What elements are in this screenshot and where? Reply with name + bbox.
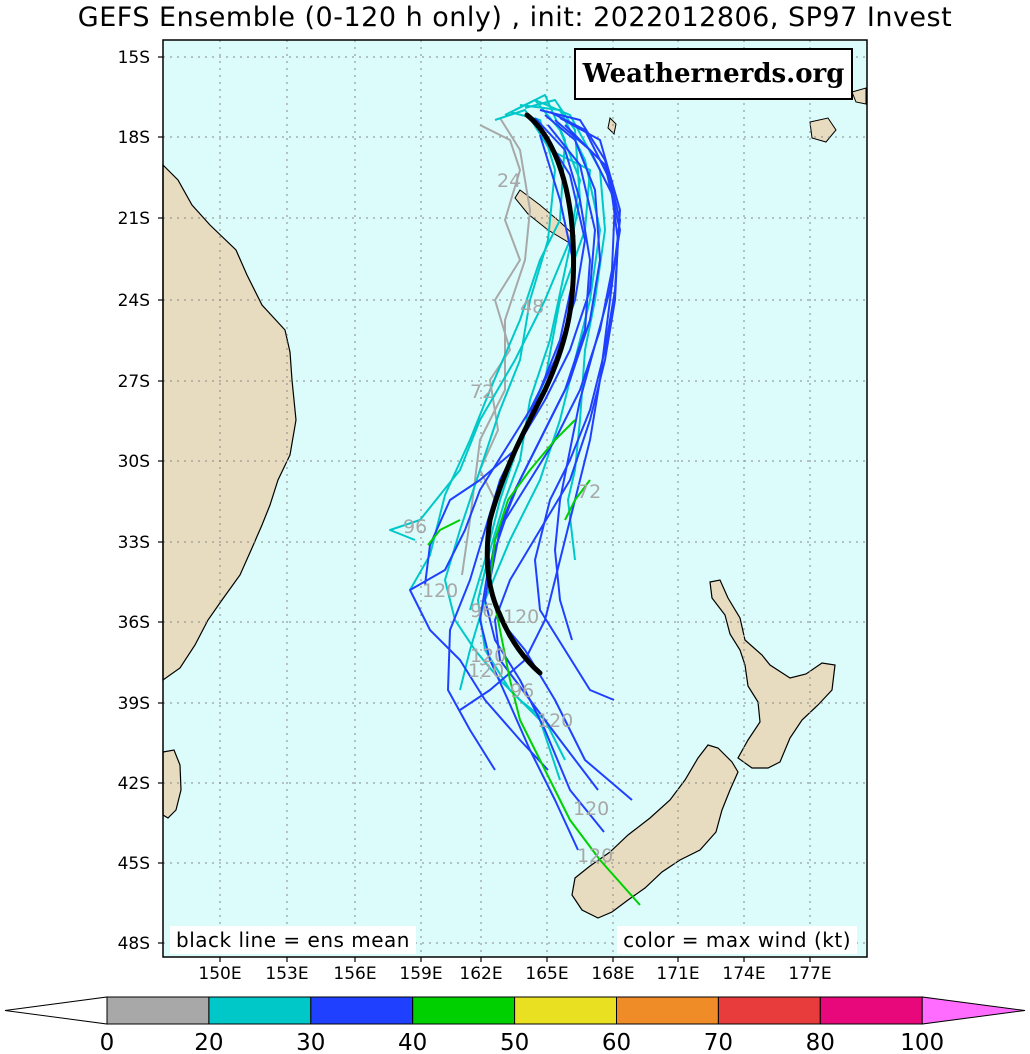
track-hour-label: 120 [577, 845, 613, 867]
colorbar-tick-label: 0 [100, 1030, 115, 1054]
lat-lon-grid [163, 40, 867, 957]
map-title: GEFS Ensemble (0-120 h only) , init: 202… [77, 2, 953, 33]
lon-label: 156E [333, 964, 376, 984]
lat-label: 24S [118, 291, 150, 311]
colorbar-swatch [208, 996, 312, 1025]
latitude-labels: 15S 18S 21S 24S 27S 30S 33S 36S 39S 42S 45S 48S [118, 48, 163, 954]
ensemble-member-track [534, 117, 621, 701]
colorbar-swatch [616, 996, 719, 1025]
colorbar-low-arrow [4, 996, 108, 1025]
track-hour-label: 120 [573, 798, 609, 820]
ensemble-member-track [479, 124, 521, 501]
ensemble-mean-track [484, 112, 577, 676]
lat-label: 36S [118, 613, 150, 633]
ensemble-member-track [534, 99, 606, 561]
colorbar-swatch [819, 996, 923, 1025]
track-hour-label: 96 [470, 600, 494, 622]
australia-coast [162, 163, 297, 682]
colorbar-tick-label: 20 [194, 1030, 223, 1054]
track-hour-label: 48 [520, 296, 544, 318]
track-hour-label: 96 [510, 680, 534, 702]
lon-label: 150E [198, 964, 241, 984]
ensemble-member-track [427, 519, 461, 546]
ensemble-member-track [461, 117, 531, 576]
ensemble-member-track [564, 479, 591, 521]
new-zealand-north-island [709, 579, 836, 769]
lon-label: 153E [265, 964, 308, 984]
track-hour-label: 120 [422, 580, 458, 602]
wind-colorbar: 0 20 30 40 50 60 70 80 100 [4, 996, 1026, 1054]
lat-label: 45S [118, 854, 150, 874]
lat-label: 21S [118, 209, 150, 229]
track-hour-label: 120 [470, 645, 506, 667]
lat-label: 18S [118, 128, 150, 148]
longitude-labels: 150E 153E 156E 159E 162E 165E 168E 171E 174E 177E [198, 957, 832, 984]
ensemble-tracks [389, 94, 641, 906]
track-hour-label: 120 [503, 606, 539, 628]
lon-label: 165E [525, 964, 568, 984]
track-hour-label: 24 [497, 170, 521, 192]
colorbar-tick-label: 30 [296, 1030, 325, 1054]
lon-label: 171E [656, 964, 699, 984]
track-hour-label: 96 [403, 516, 427, 538]
ensemble-member-track [409, 129, 586, 771]
track-hour-label: 120 [468, 660, 504, 682]
lat-label: 48S [118, 934, 150, 954]
mean-line-note: black line = ens mean [170, 926, 416, 954]
lat-label: 39S [118, 694, 150, 714]
ocean-background [163, 40, 867, 957]
ensemble-member-track [479, 119, 616, 851]
fiji-island [809, 117, 837, 143]
colorbar-swatch [310, 996, 414, 1025]
map-border [162, 39, 868, 958]
colorbar-swatch [106, 996, 210, 1025]
fiji-island-2 [851, 87, 867, 105]
track-hour-label: 72 [470, 381, 494, 403]
ensemble-member-track [477, 99, 581, 781]
colorbar-swatch [412, 996, 516, 1025]
lon-label: 159E [399, 964, 442, 984]
lon-label: 174E [722, 964, 765, 984]
vanuatu-island [607, 116, 617, 136]
map-frame [163, 40, 867, 957]
ensemble-member-track [554, 124, 621, 641]
colorbar-tick-label: 80 [806, 1030, 835, 1054]
color-note: color = max wind (kt) [617, 926, 857, 954]
lat-label: 30S [118, 452, 150, 472]
watermark: Weathernerds.org [574, 48, 853, 100]
colorbar-high-arrow [921, 996, 1026, 1025]
tasmania-coast [162, 749, 182, 819]
colorbar-tick-label: 100 [900, 1030, 944, 1054]
colorbar-tick-label: 70 [704, 1030, 733, 1054]
lat-label: 15S [118, 48, 150, 68]
ensemble-member-track [489, 419, 641, 906]
lat-label: 27S [118, 372, 150, 392]
ensemble-member-track [469, 109, 591, 611]
colorbar-tick-label: 40 [398, 1030, 427, 1054]
colorbar-swatch [717, 996, 821, 1025]
ensemble-member-track [424, 124, 596, 586]
lon-label: 177E [788, 964, 831, 984]
colorbar-swatch [514, 996, 617, 1025]
lat-label: 33S [118, 533, 150, 553]
lon-label: 168E [591, 964, 634, 984]
lon-label: 162E [459, 964, 502, 984]
lat-label: 42S [118, 774, 150, 794]
colorbar-tick-label: 60 [602, 1030, 631, 1054]
colorbar-tick-label: 50 [500, 1030, 529, 1054]
track-hour-label: 120 [537, 710, 573, 732]
track-hour-label: 72 [577, 481, 601, 503]
